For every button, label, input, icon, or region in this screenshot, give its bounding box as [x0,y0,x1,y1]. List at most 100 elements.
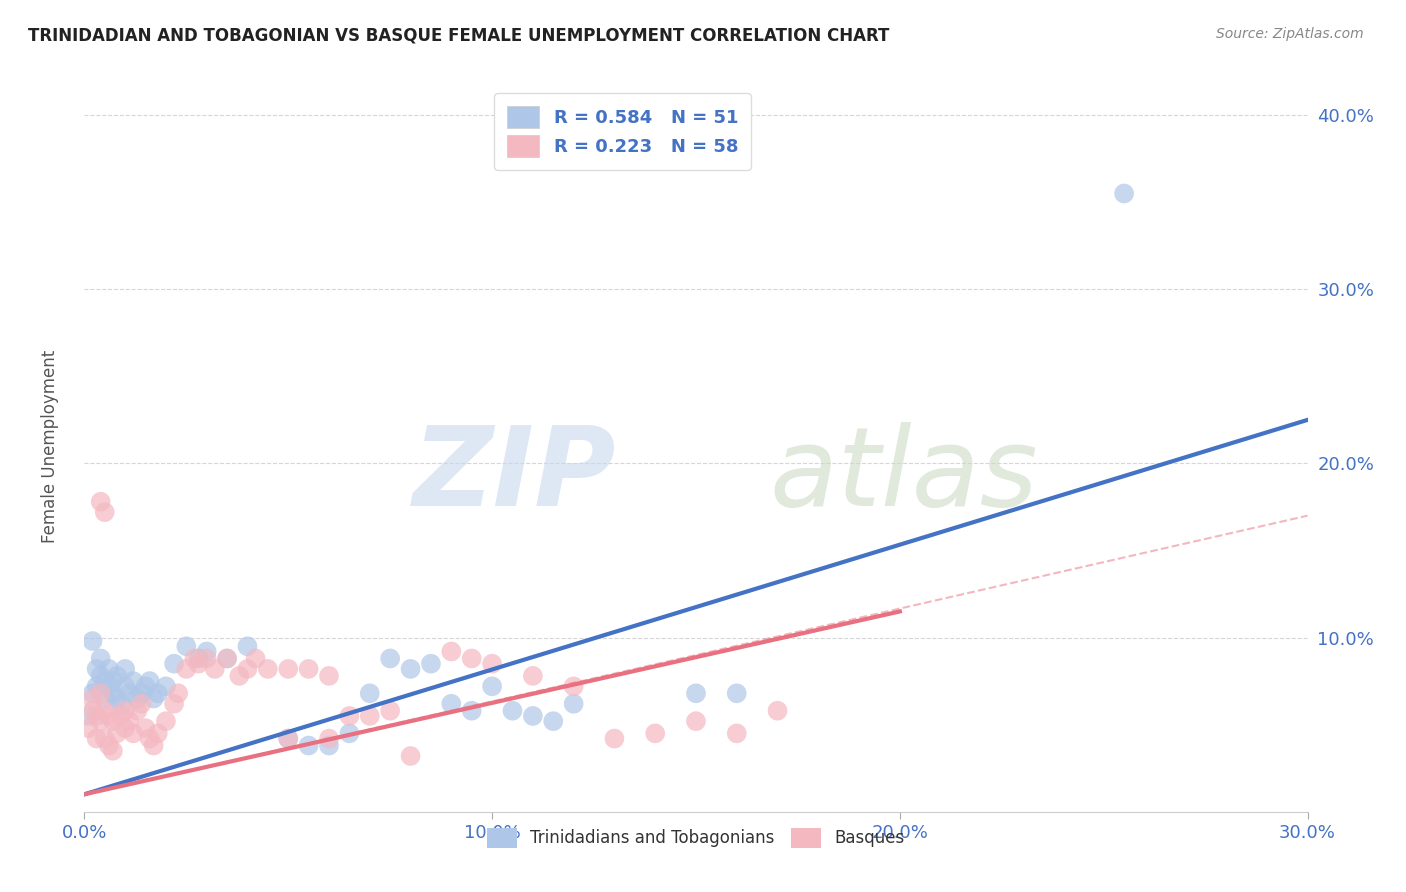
Point [142,739,165,753]
Point [359,709,381,723]
Point [195,651,218,665]
Point [105,726,128,740]
Point [110,709,132,723]
Point [138,674,160,689]
Point [127,704,149,718]
Legend: Trinidadians and Tobagonians, Basques: Trinidadians and Tobagonians, Basques [481,821,911,855]
Point [481,657,503,671]
Point [114,662,136,676]
Point [97,679,120,693]
Point [163,657,186,671]
Point [146,726,169,740]
Point [562,679,585,693]
Point [277,731,299,746]
Point [195,644,218,658]
Text: TRINIDADIAN AND TOBAGONIAN VS BASQUE FEMALE UNEMPLOYMENT CORRELATION CHART: TRINIDADIAN AND TOBAGONIAN VS BASQUE FEM… [28,27,890,45]
Point [359,686,381,700]
Point [105,669,128,683]
Point [380,704,402,718]
Point [86,662,108,676]
Point [114,679,136,693]
Point [155,714,177,728]
Point [135,679,157,693]
Text: Source: ZipAtlas.com: Source: ZipAtlas.com [1216,27,1364,41]
Point [131,686,153,700]
Point [105,691,128,706]
Point [114,721,136,735]
Point [93,691,115,706]
Point [502,704,524,718]
Point [399,662,422,676]
Point [167,686,190,700]
Point [685,686,707,700]
Point [174,640,197,654]
Point [318,731,340,746]
Point [562,697,585,711]
Point [118,686,141,700]
Point [86,679,108,693]
Point [257,662,280,676]
Point [82,634,104,648]
Point [163,697,186,711]
Point [146,686,169,700]
Point [138,731,160,746]
Point [318,669,340,683]
Point [277,662,299,676]
Point [114,704,136,718]
Point [339,726,361,740]
Point [101,674,124,689]
Text: atlas: atlas [769,422,1038,529]
Point [90,651,112,665]
Point [461,704,484,718]
Point [204,662,226,676]
Text: ZIP: ZIP [413,422,616,529]
Point [236,640,259,654]
Point [110,697,132,711]
Point [135,721,157,735]
Point [101,714,124,728]
Point [82,686,104,700]
Point [118,714,141,728]
Point [97,739,120,753]
Point [440,644,463,658]
Point [155,679,177,693]
Point [131,697,153,711]
Point [420,657,443,671]
Point [187,657,209,671]
Point [93,505,115,519]
Point [217,651,239,665]
Point [90,714,112,728]
Point [82,704,104,718]
Point [339,709,361,723]
Point [93,731,115,746]
Point [236,662,259,676]
Point [481,679,503,693]
Point [86,709,108,723]
Point [543,714,565,728]
Point [644,726,666,740]
Point [1114,186,1136,201]
Point [685,714,707,728]
Point [228,669,250,683]
Point [522,669,544,683]
Point [122,726,145,740]
Point [217,651,239,665]
Point [97,709,120,723]
Point [183,651,205,665]
Point [90,686,112,700]
Point [277,731,299,746]
Point [77,721,100,735]
Point [174,662,197,676]
Point [725,726,748,740]
Point [766,704,789,718]
Point [101,744,124,758]
Point [522,709,544,723]
Point [86,731,108,746]
Point [142,691,165,706]
Point [122,674,145,689]
Point [399,749,422,764]
Point [461,651,484,665]
Point [93,704,115,718]
Point [187,651,209,665]
Point [82,691,104,706]
